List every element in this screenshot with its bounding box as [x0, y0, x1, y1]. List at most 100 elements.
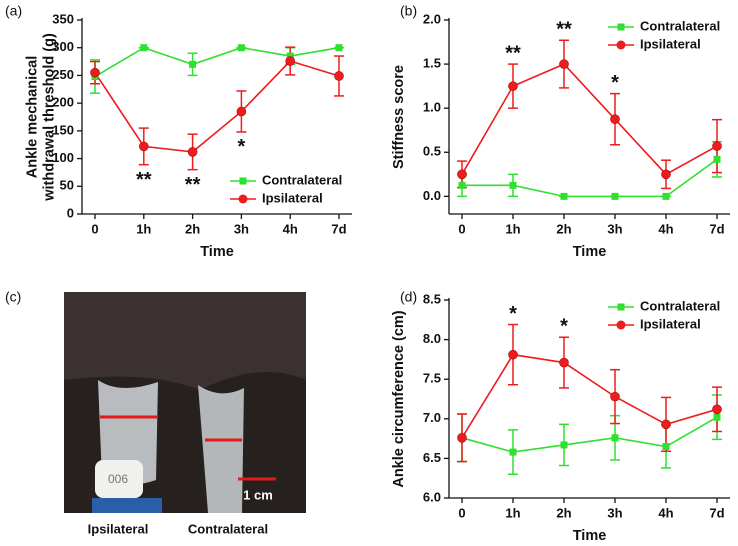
x-tick-label: 1h — [505, 505, 520, 520]
marker — [559, 357, 569, 368]
legend-label: Ipsilateral — [640, 316, 701, 331]
marker — [560, 192, 568, 200]
y-tick-label: 0.5 — [423, 144, 441, 159]
marker — [713, 155, 721, 163]
y-tick-label: 350 — [52, 11, 74, 26]
series-line — [461, 353, 718, 439]
marker — [712, 141, 722, 151]
marker — [458, 181, 466, 189]
marker — [457, 433, 467, 443]
series-line — [94, 46, 340, 78]
series-line — [461, 416, 718, 453]
scale-bar-label: 1 cm — [243, 487, 273, 502]
x-tick-label: 4h — [658, 221, 673, 236]
annotation: * — [509, 303, 517, 325]
feathers — [64, 292, 306, 390]
legend-marker — [238, 194, 248, 204]
annotation: * — [611, 72, 619, 94]
panel-label: (b) — [400, 3, 417, 19]
annotation: ** — [136, 169, 152, 191]
panel-label: (a) — [5, 3, 22, 19]
legend-label: Ipsilateral — [262, 190, 323, 205]
x-tick-label: 7d — [709, 221, 724, 236]
y-axis-title: Stiffness score — [391, 65, 407, 169]
legend-label: Contralateral — [640, 18, 720, 33]
marker — [508, 349, 518, 360]
y-tick-label: 1.5 — [423, 56, 441, 71]
y-tick-label: 50 — [60, 178, 74, 193]
marker — [611, 434, 619, 442]
x-tick-label: 1h — [505, 221, 520, 236]
x-tick-label: 4h — [283, 221, 298, 236]
annotation: ** — [185, 174, 201, 196]
series-line — [461, 63, 718, 176]
x-axis-title: Time — [573, 244, 607, 260]
x-tick-label: 7d — [331, 221, 346, 236]
x-tick-label: 3h — [607, 221, 622, 236]
tag-text: 006 — [108, 472, 128, 486]
legend-marker — [617, 23, 625, 31]
marker — [187, 147, 198, 157]
y-tick-label: 6.0 — [423, 489, 441, 504]
marker — [285, 56, 296, 66]
x-tick-label: 2h — [556, 505, 571, 520]
photo-panel: 006 1 cm Ipsilateral Contralateral (c) — [5, 289, 306, 536]
chart: (b) 0.0 0.5 1.0 1.5 2.0 0 1h 2h 3h 4h 7d Time Stiffne… — [391, 3, 730, 260]
marker — [457, 169, 467, 180]
chart: (a) 0 50 100 150 200 250 300 350 0 1h 2h 3h 4h 7d Time A… — [5, 3, 352, 260]
y-tick-label: 0.0 — [423, 188, 441, 203]
x-tick-label: 3h — [607, 505, 622, 520]
y-tick-label: 100 — [52, 150, 74, 165]
annotation: * — [560, 316, 568, 338]
legend-marker — [616, 40, 626, 50]
marker — [560, 441, 568, 449]
marker — [508, 81, 518, 91]
legend-marker — [617, 303, 625, 311]
marker — [661, 419, 671, 430]
x-axis-title: Time — [573, 528, 607, 544]
x-axis-title: Time — [200, 244, 234, 260]
x-tick-label: 3h — [234, 221, 249, 236]
y-tick-label: 0 — [67, 205, 74, 220]
y-tick-label: 200 — [52, 95, 74, 110]
x-tick-label: 2h — [556, 221, 571, 236]
y-tick-label: 300 — [52, 39, 74, 54]
leg-contralateral — [198, 385, 244, 513]
legend-label: Ipsilateral — [640, 36, 701, 51]
y-tick-label: 2.0 — [423, 11, 441, 26]
x-tick-label: 1h — [136, 221, 151, 236]
marker — [140, 44, 148, 52]
photo-label: Contralateral — [188, 521, 268, 536]
x-tick-label: 4h — [658, 505, 673, 520]
panel-label: (d) — [400, 289, 417, 305]
annotation: ** — [505, 42, 521, 64]
marker — [286, 52, 294, 60]
marker — [610, 391, 620, 402]
series-line — [462, 158, 718, 198]
photo-label: Ipsilateral — [88, 521, 149, 536]
y-tick-label: 1.0 — [423, 100, 441, 115]
x-tick-label: 0 — [458, 505, 465, 520]
marker — [335, 44, 343, 52]
marker — [189, 60, 197, 68]
marker — [661, 169, 671, 180]
y-tick-label: 150 — [52, 122, 74, 137]
legend-label: Contralateral — [262, 172, 342, 187]
marker — [90, 67, 100, 78]
series-line — [94, 60, 340, 153]
y-tick-label: 7.0 — [423, 410, 441, 425]
y-axis-title: Ankle mechanical — [24, 56, 40, 179]
legend-marker — [616, 320, 626, 330]
marker — [237, 44, 245, 52]
annotation: * — [238, 136, 246, 158]
y-tick-label: 7.5 — [423, 371, 441, 386]
x-tick-label: 2h — [185, 221, 200, 236]
marker — [713, 413, 721, 421]
y-tick-label: 8.0 — [423, 331, 441, 346]
leg-band — [95, 460, 143, 498]
y-axis-title: Ankle circumference (cm) — [391, 310, 407, 487]
marker — [334, 71, 344, 81]
y-tick-label: 250 — [52, 67, 74, 82]
marker — [712, 404, 722, 415]
